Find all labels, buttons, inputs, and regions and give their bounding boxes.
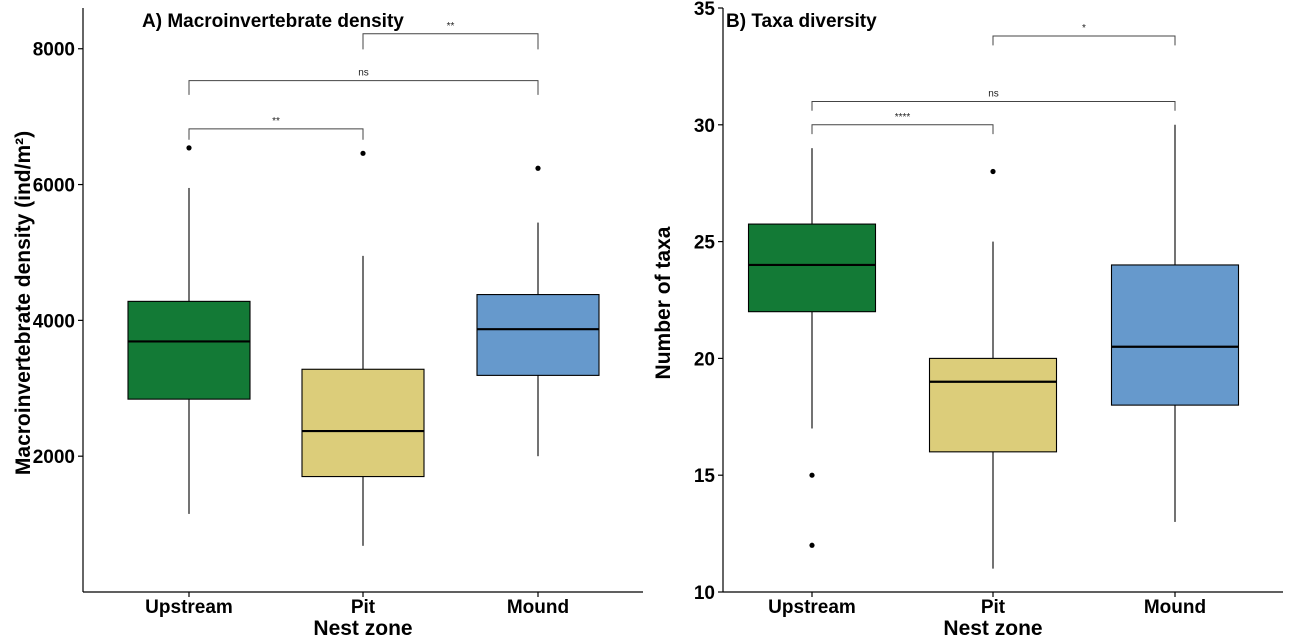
panel-a-box-pit: [301, 368, 425, 478]
panel-b-significance-bracket: [992, 35, 1176, 46]
panel-a-significance-label: **: [447, 21, 455, 32]
panel-b-y-tick-label: 25: [694, 233, 716, 254]
panel-a-significance-label: **: [272, 116, 280, 127]
panel-b-y-tick-label: 30: [694, 116, 715, 137]
panel-a-x-tick-label-pit: Pit: [351, 597, 376, 618]
panel-b-significance-label: *: [1082, 23, 1086, 34]
panel-a-y-tick-label: 8000: [33, 40, 75, 61]
panel-a-outlier-point-upstream: [186, 145, 192, 151]
panel-b-x-tick-label-mound: Mound: [1144, 597, 1206, 618]
panel-a-x-tick-label-upstream: Upstream: [145, 597, 233, 618]
panel-b-significance-label: ns: [988, 88, 999, 99]
panel-b-outlier-point-upstream: [809, 542, 815, 548]
panel-a-x-axis-title: Nest zone: [313, 617, 412, 640]
panel-b-box-upstream: [747, 223, 877, 313]
panel-a-x-tick-label-mound: Mound: [507, 597, 569, 618]
panel-a-y-tick-label: 4000: [33, 311, 75, 332]
panel-a-y-axis-title: Macroinvertebrate density (ind/m²): [12, 131, 35, 475]
panel-b-significance-bracket: [811, 100, 1176, 111]
panel-b-x-tick-label-pit: Pit: [981, 597, 1006, 618]
panel-a-outlier-point-pit: [360, 150, 366, 156]
panel-b-title: B) Taxa diversity: [726, 11, 877, 32]
panel-a-outlier-point-mound: [535, 165, 541, 171]
panel-b-significance-label: ****: [895, 112, 911, 123]
panel-b-y-tick-label: 10: [694, 583, 715, 604]
panel-b-box-mound: [1110, 264, 1240, 406]
panel-b-outlier-point-pit: [990, 168, 996, 175]
panel-b-y-tick-label: 35: [694, 0, 716, 20]
panel-a-title: A) Macroinvertebrate density: [142, 11, 404, 32]
panel-b-outlier-point-upstream: [809, 472, 815, 478]
panel-a-significance-bracket: [188, 128, 364, 140]
panel-b-box-pit: [928, 357, 1058, 453]
panel-b-y-axis-title: Number of taxa: [652, 226, 675, 379]
panel-a-y-tick-label: 2000: [33, 447, 75, 468]
panel-a-significance-label: ns: [358, 68, 369, 79]
panel-a-significance-bracket: [188, 80, 539, 95]
panel-a-box-mound: [476, 294, 600, 376]
panel-a-box-upstream: [127, 300, 251, 400]
panel-a-macroinvertebrate-density: A) Macroinvertebrate density Nest zone M…: [12, 8, 643, 640]
panel-b-taxa-diversity: B) Taxa diversity Nest zone Number of ta…: [652, 0, 1283, 640]
panel-a-significance-bracket: [362, 33, 539, 50]
panel-b-y-tick-label: 15: [694, 466, 716, 487]
panel-b-significance-bracket: [811, 124, 994, 135]
panel-a-y-tick-label: 6000: [33, 176, 75, 197]
panel-b-x-axis-title: Nest zone: [943, 617, 1042, 640]
panel-b-y-tick-label: 20: [694, 349, 715, 370]
panel-b-x-tick-label-upstream: Upstream: [768, 597, 856, 618]
